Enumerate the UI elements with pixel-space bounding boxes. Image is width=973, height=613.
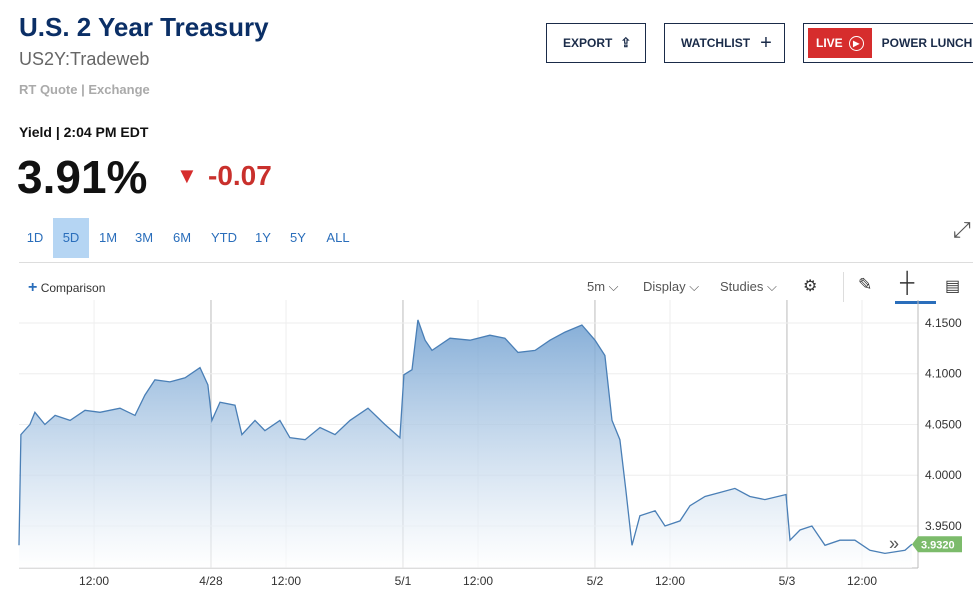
live-button[interactable]: LIVE ▶ POWER LUNCH (803, 23, 973, 63)
x-tick-label: 12:00 (847, 574, 877, 588)
chart: 12:00 4/28 12:00 5/1 12:00 5/2 12:00 5/3 12:00 3.… (18, 300, 962, 588)
scroll-icon: » (889, 533, 899, 553)
x-tick-label: 4/28 (199, 574, 223, 588)
x-tick-label: 12:00 (463, 574, 493, 588)
draw-icon[interactable]: ✎ (858, 275, 873, 294)
label: Display (643, 279, 686, 294)
crosshair-active (895, 301, 936, 304)
studies[interactable]: Studies ⌵ (720, 279, 777, 294)
comment-icon[interactable]: ▤ (945, 278, 961, 295)
export-button[interactable]: EXPORT ⇪ (546, 23, 646, 63)
show: POWER LUNCH (881, 36, 973, 50)
x-tick-label: 12:00 (655, 574, 685, 588)
watchlist-button[interactable]: WATCHLIST + (664, 23, 785, 63)
range-tab[interactable]: 6M (172, 230, 192, 245)
price: 3.91% (17, 151, 148, 203)
icon: + (760, 31, 772, 54)
label: EXPORT (563, 36, 613, 50)
settings-icon[interactable]: ⚙ (803, 278, 818, 295)
line (18, 319, 913, 555)
label: Studies (720, 279, 764, 294)
x-tick-label: 12:00 (79, 574, 109, 588)
x-tick-label: 5/3 (779, 574, 796, 588)
quote-source: RT Quote | Exchange (19, 82, 150, 97)
range-tab[interactable]: 1Y (255, 230, 271, 245)
y-tick-label: 4.0000 (925, 468, 962, 482)
icon: ▶ (848, 35, 864, 51)
y-tick-label: 4.0500 (925, 417, 962, 431)
label: WATCHLIST (681, 36, 751, 50)
expand-icon[interactable]: ⤢ (953, 217, 971, 242)
range-tab[interactable]: ALL (326, 230, 350, 245)
comparison[interactable]: + Comparison (28, 279, 106, 296)
label: LIVE (816, 36, 843, 50)
x-tick-label: 12:00 (271, 574, 301, 588)
range-tab[interactable]: 5Y (290, 230, 306, 245)
interval[interactable]: 5m ⌵ (587, 279, 619, 294)
label: 5m (587, 279, 606, 294)
x-tick-label: 5/2 (587, 574, 604, 588)
range-tab[interactable]: 1M (98, 230, 118, 245)
area (19, 319, 912, 568)
x-tick-label: 5/1 (395, 574, 412, 588)
down-arrow: ▼ (176, 163, 198, 188)
y-tick-label: 3.9500 (925, 519, 962, 533)
display[interactable]: Display ⌵ (643, 279, 700, 294)
range-tab[interactable]: 3M (134, 230, 154, 245)
y-tick-label: 4.1000 (925, 367, 962, 381)
range-tab[interactable]: 1D (26, 230, 44, 245)
label: Comparison (40, 281, 106, 295)
change: -0.07 (208, 160, 272, 191)
divider (19, 262, 973, 263)
live-badge: LIVE ▶ (808, 28, 872, 58)
title: U.S. 2 Year Treasury (19, 12, 269, 42)
range-tab[interactable]: YTD (211, 230, 237, 245)
separator (843, 272, 844, 302)
range-tab[interactable]: 5D (53, 218, 89, 258)
last-value-box (912, 536, 962, 553)
icon: ⇪ (620, 35, 632, 50)
y-tick-label: 4.1500 (925, 316, 962, 330)
last-value-label: 3.9320 (921, 539, 955, 551)
symbol: US2Y:Tradeweb (19, 49, 150, 69)
crosshair-icon[interactable]: ┼ (900, 272, 915, 294)
yield-label: Yield | 2:04 PM EDT (19, 124, 149, 140)
